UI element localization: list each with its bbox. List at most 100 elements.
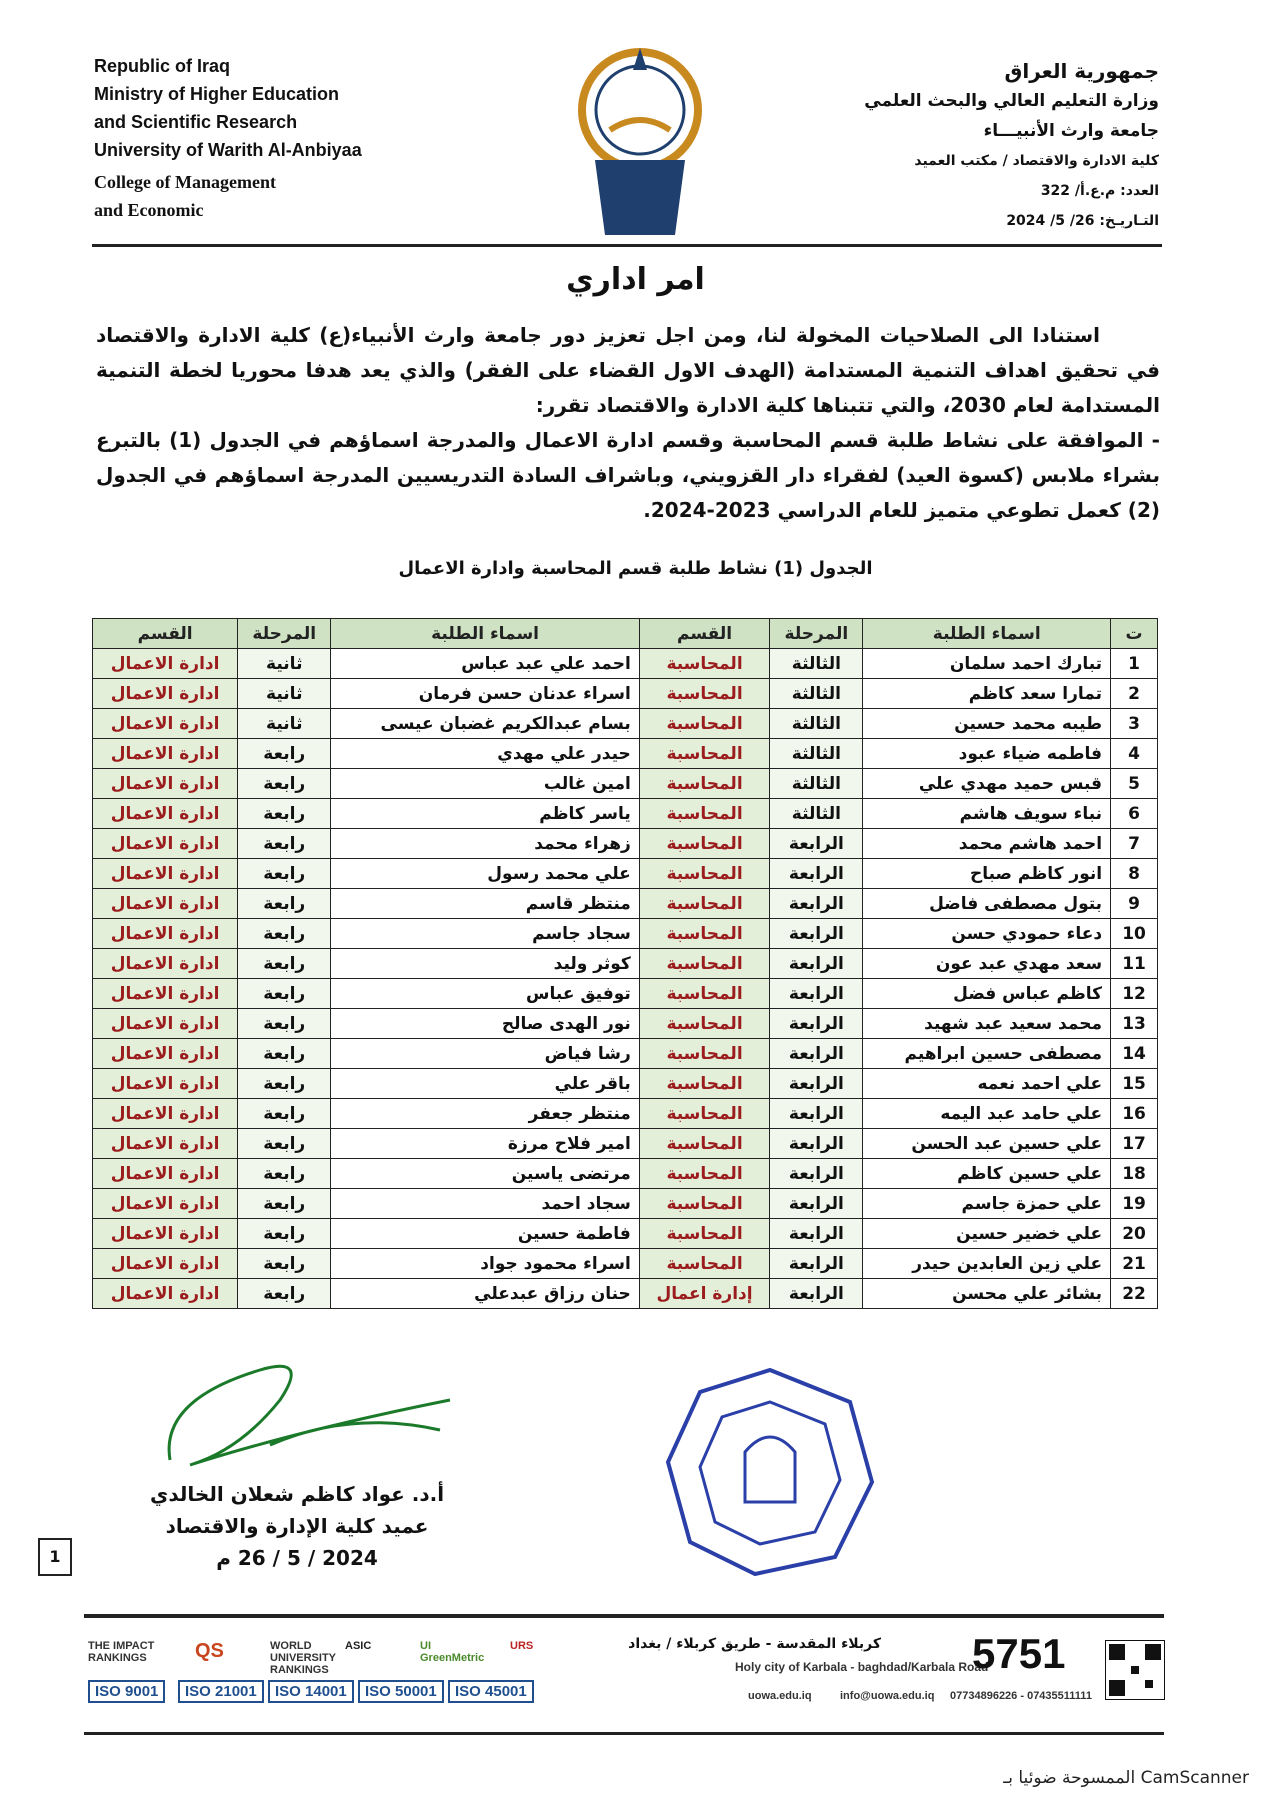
signer-position: عميد كلية الإدارة والاقتصاد xyxy=(165,1514,429,1538)
table-row: 9 بتول مصطفى فاضل الرابعة المحاسبة منتظر قاس… xyxy=(91,888,1158,919)
table-cell: ادارة الاعمال xyxy=(91,678,239,709)
table-cell: الرابعة xyxy=(769,978,864,1009)
table-cell: المحاسبة xyxy=(638,918,771,949)
footer-bottom-rule xyxy=(84,1732,1164,1735)
table-cell: رابعة xyxy=(237,738,332,769)
table-cell: المحاسبة xyxy=(638,648,771,679)
table-cell: ادارة الاعمال xyxy=(91,648,239,679)
table-cell: الرابعة xyxy=(769,1248,864,1279)
body-paragraph: استنادا الى الصلاحيات المخولة لنا، ومن ا… xyxy=(96,323,1160,417)
table-cell: باقر علي xyxy=(330,1068,640,1099)
table-cell: سعد مهدي عبد عون xyxy=(862,948,1112,979)
table-row: 1 تبارك احمد سلمان الثالثة المحاسبة احمد علي… xyxy=(91,648,1158,679)
table-row: 6 نباء سويف هاشم الثالثة المحاسبة ياسر كاظم ر… xyxy=(91,798,1158,829)
table-cell: حيدر علي مهدي xyxy=(330,738,640,769)
header-left-line: University of Warith Al-Anbiyaa xyxy=(94,140,362,160)
table-cell: المحاسبة xyxy=(638,978,771,1009)
table-cell: اسراء محمود جواد xyxy=(330,1248,640,1279)
email: info@uowa.edu.iq xyxy=(840,1690,935,1702)
table-cell: المحاسبة xyxy=(638,828,771,859)
ranking-logo: ASIC xyxy=(345,1640,372,1652)
table-cell: طيبه محمد حسين xyxy=(862,708,1112,739)
table-cell: علي احمد نعمه xyxy=(862,1068,1112,1099)
table-cell: علي حمزة جاسم xyxy=(862,1188,1112,1219)
table-cell: رابعة xyxy=(237,1128,332,1159)
table-cell: انور كاظم صباح xyxy=(862,858,1112,889)
table-row: 12 كاظم عباس فضل الرابعة المحاسبة توفيق عباس… xyxy=(91,978,1158,1009)
table-cell: نباء سويف هاشم xyxy=(862,798,1112,829)
table-cell: علي حسين عبد الحسن xyxy=(862,1128,1112,1159)
table-row: 18 علي حسين كاظم الرابعة المحاسبة مرتضى ياسي… xyxy=(91,1158,1158,1189)
table-cell: رابعة xyxy=(237,1068,332,1099)
table-cell: ادارة الاعمال xyxy=(91,918,239,949)
table-cell: قبس حميد مهدي علي xyxy=(862,768,1112,799)
page-number: 1 xyxy=(38,1538,72,1576)
table-cell: الرابعة xyxy=(769,1038,864,1069)
iso-badge: ISO 9001 xyxy=(88,1680,166,1703)
table-cell: المحاسبة xyxy=(638,798,771,829)
table-cell: ثانية xyxy=(237,708,332,739)
table-row: 20 علي خضير حسين الرابعة المحاسبة فاطمة حسين… xyxy=(91,1218,1158,1249)
ranking-logo: THE IMPACT RANKINGS xyxy=(88,1640,155,1664)
table-cell: بتول مصطفى فاضل xyxy=(862,888,1112,919)
header-right-line: التـاريـخ: 26/ 5/ 2024 xyxy=(1006,213,1159,229)
table-cell: الثالثة xyxy=(769,678,864,709)
table-cell: ادارة الاعمال xyxy=(91,708,239,739)
table-cell: 17 xyxy=(1110,1128,1158,1159)
table-cell: رابعة xyxy=(237,1248,332,1279)
table-cell: منتظر قاسم xyxy=(330,888,640,919)
column-header: المرحلة xyxy=(237,618,332,649)
table-cell: امير فلاح مرزة xyxy=(330,1128,640,1159)
students-table: ت اسماء الطلبة المرحلة القسم اسماء الطلبة الم… xyxy=(91,618,1158,1309)
table-cell: الرابعة xyxy=(769,858,864,889)
table-cell: المحاسبة xyxy=(638,1128,771,1159)
table-cell: إدارة اعمال xyxy=(638,1278,771,1309)
column-header: القسم xyxy=(638,618,771,649)
table-cell: الثالثة xyxy=(769,648,864,679)
table-cell: المحاسبة xyxy=(638,1098,771,1129)
table-cell: الرابعة xyxy=(769,828,864,859)
table-cell: رابعة xyxy=(237,948,332,979)
table-cell: ادارة الاعمال xyxy=(91,1038,239,1069)
table-cell: فاطمه ضياء عبود xyxy=(862,738,1112,769)
table-cell: الرابعة xyxy=(769,1278,864,1309)
table-row: 8 انور كاظم صباح الرابعة المحاسبة علي محمد ر… xyxy=(91,858,1158,889)
header-left: Republic of Iraq Ministry of Higher Educa… xyxy=(94,52,362,224)
table-cell: علي حامد عبد اليمه xyxy=(862,1098,1112,1129)
table-cell: ادارة الاعمال xyxy=(91,1188,239,1219)
ranking-logo: URS xyxy=(510,1640,534,1652)
table-cell: الرابعة xyxy=(769,1158,864,1189)
header-right-line: العدد: م.ع.أ/ 322 xyxy=(1040,183,1159,199)
header-left-line: Republic of Iraq xyxy=(94,56,231,76)
table-body: 1 تبارك احمد سلمان الثالثة المحاسبة احمد علي… xyxy=(91,648,1158,1309)
header-right-line: جمهورية العراق xyxy=(1004,59,1159,83)
table-cell: ادارة الاعمال xyxy=(91,738,239,769)
table-cell: المحاسبة xyxy=(638,768,771,799)
table-cell: 22 xyxy=(1110,1278,1158,1309)
table-cell: الرابعة xyxy=(769,888,864,919)
body: استنادا الى الصلاحيات المخولة لنا، ومن ا… xyxy=(96,318,1160,528)
table-cell: 3 xyxy=(1110,708,1158,739)
table-cell: ادارة الاعمال xyxy=(91,798,239,829)
table-cell: ياسر كاظم xyxy=(330,798,640,829)
table-cell: رابعة xyxy=(237,1098,332,1129)
iso-badge: ISO 21001 xyxy=(178,1680,264,1703)
table-cell: بسام عبدالكريم غضبان عيسى xyxy=(330,708,640,739)
iso-badge: ISO 14001 xyxy=(268,1680,354,1703)
signature: أ.د. عواد كاظم شعلان الخالدي عميد كلية ا… xyxy=(150,1478,444,1574)
table-cell: الثالثة xyxy=(769,708,864,739)
table-cell: ادارة الاعمال xyxy=(91,1128,239,1159)
table-cell: 9 xyxy=(1110,888,1158,919)
table-cell: الرابعة xyxy=(769,1068,864,1099)
table-cell: رابعة xyxy=(237,828,332,859)
table-cell: 5 xyxy=(1110,768,1158,799)
table-cell: ثانية xyxy=(237,678,332,709)
header-left-line: Ministry of Higher Education xyxy=(94,84,340,104)
table-cell: الرابعة xyxy=(769,1218,864,1249)
table-cell: رابعة xyxy=(237,858,332,889)
title: امر اداري xyxy=(566,262,705,297)
table-row: 5 قبس حميد مهدي علي الثالثة المحاسبة امين غا… xyxy=(91,768,1158,799)
university-logo xyxy=(578,48,702,235)
table-cell: 16 xyxy=(1110,1098,1158,1129)
table-cell: ادارة الاعمال xyxy=(91,1158,239,1189)
